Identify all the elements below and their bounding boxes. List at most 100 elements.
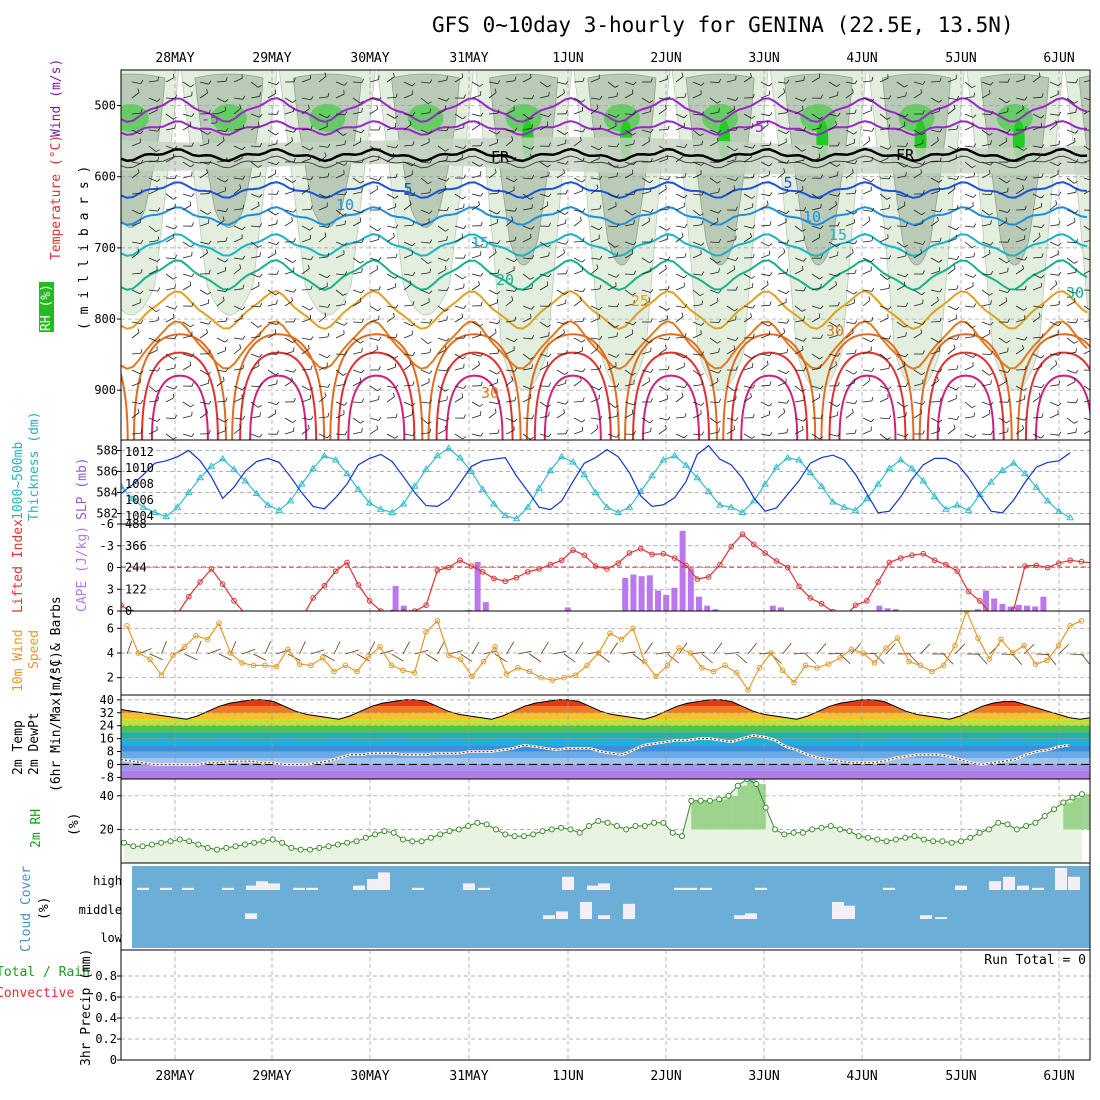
wind-barb: [1015, 257, 1025, 261]
wind-barb: [777, 192, 787, 195]
wind-barb: [845, 252, 854, 259]
wind-barb: [862, 379, 871, 387]
wind10-point: [227, 650, 234, 656]
wind-barb: [369, 337, 379, 341]
wind-barb: [284, 257, 293, 263]
wind-barb: [1032, 145, 1042, 149]
wind-barb-flag: [412, 221, 415, 226]
wind-barb: [1015, 268, 1024, 275]
wind-barb: [879, 433, 888, 440]
wind-barb: [1032, 353, 1042, 359]
wind10-point: [975, 635, 981, 641]
wind-barb: [913, 223, 923, 227]
wind-barb: [267, 321, 277, 326]
wind-barb-flag: [718, 348, 720, 353]
lifted-index-point: [1056, 560, 1062, 566]
wind-barb-flag: [514, 316, 517, 321]
lifted-index-point: [842, 615, 847, 620]
wind10-point: [342, 662, 349, 669]
wind-barb: [641, 431, 651, 435]
thickness-point: [648, 471, 656, 479]
wind-barb-flag: [497, 320, 501, 324]
cape-bar: [564, 607, 571, 611]
wind-barb-flag: [766, 280, 769, 285]
wind-barb-flag: [922, 161, 926, 165]
wind10-barb: [977, 653, 988, 665]
wind-barb-flag: [429, 239, 433, 244]
wind-barb: [335, 241, 345, 246]
wind-barb: [896, 193, 906, 198]
slp-tick: 1008: [125, 477, 154, 491]
wind-barb: [284, 97, 293, 103]
wind-barb-flag: [361, 369, 365, 374]
wind-barb-flag: [1024, 285, 1027, 290]
wind-barb-flag: [990, 300, 992, 305]
cape-bar: [638, 576, 645, 611]
thickness-point: [151, 508, 159, 515]
wind-barb: [1049, 321, 1059, 327]
lifted-index-point: [219, 581, 226, 587]
wind-barb-flag: [837, 112, 841, 117]
wind10-barb: [184, 653, 198, 661]
wind-barb: [624, 241, 634, 246]
wind-barb-flag: [1075, 79, 1079, 83]
wind-barb-flag: [529, 276, 534, 280]
wind-barb: [488, 432, 499, 435]
contour-label: FR: [491, 148, 510, 166]
cape-bar: [1024, 605, 1030, 611]
wind-barb: [998, 381, 1007, 387]
hot-contour-arch: [838, 374, 897, 440]
wind-barb: [947, 78, 957, 83]
lifted-index-point: [502, 578, 509, 585]
wind-barb-flag: [1073, 100, 1078, 104]
temp-band: [121, 732, 1090, 739]
wind-barb-flag: [446, 206, 450, 211]
wind-barb-flag: [463, 334, 466, 339]
wind-barb: [505, 109, 515, 115]
wind-barb: [165, 127, 175, 131]
wind-barb: [981, 321, 991, 326]
wind-barb-flag: [1006, 420, 1011, 424]
wind-barb-flag: [239, 264, 242, 269]
wind-barb-flag: [208, 320, 212, 325]
wind-barb: [403, 273, 413, 276]
wind-barb: [301, 158, 311, 163]
wind-barb-flag: [666, 307, 671, 311]
wind-barb: [1015, 417, 1025, 421]
thickness-point: [501, 511, 510, 519]
wind-barb: [624, 113, 635, 115]
wind-barb: [131, 92, 140, 99]
thickness-point: [275, 506, 284, 513]
wind-barb: [726, 257, 736, 261]
wind-barb-flag: [854, 269, 857, 274]
wind-barb: [590, 208, 600, 211]
wind-barb: [828, 204, 837, 211]
cape-bar: [630, 574, 637, 611]
wind-barb: [947, 318, 957, 323]
wind-barb: [692, 353, 702, 356]
wind10-barb: [195, 640, 202, 655]
wind-barb-flag: [445, 148, 449, 152]
wind-barb-flag: [938, 339, 943, 343]
wind-barb-flag: [616, 223, 620, 228]
wind-barb-flag: [225, 128, 229, 132]
wind-barb: [862, 129, 872, 132]
wind-barb: [709, 111, 719, 115]
wind-barb: [607, 96, 617, 99]
wind-barb: [590, 78, 600, 83]
lifted-index-point: [400, 608, 407, 611]
wind-barb: [165, 337, 176, 339]
wind-barb: [131, 352, 142, 355]
lifted-index-point: [366, 598, 373, 604]
wind-barb-flag: [1091, 266, 1092, 270]
wind-barb: [216, 220, 225, 227]
wind-barb-flag: [836, 323, 841, 327]
wind-barb: [352, 401, 363, 403]
rh-point: [632, 823, 639, 829]
wind-barb: [522, 417, 533, 420]
wind-barb: [811, 113, 820, 120]
wind-barb-flag: [1057, 242, 1062, 246]
thickness-point: [354, 485, 363, 492]
wind-barb: [607, 305, 618, 308]
wind-barb-flag: [276, 270, 279, 275]
